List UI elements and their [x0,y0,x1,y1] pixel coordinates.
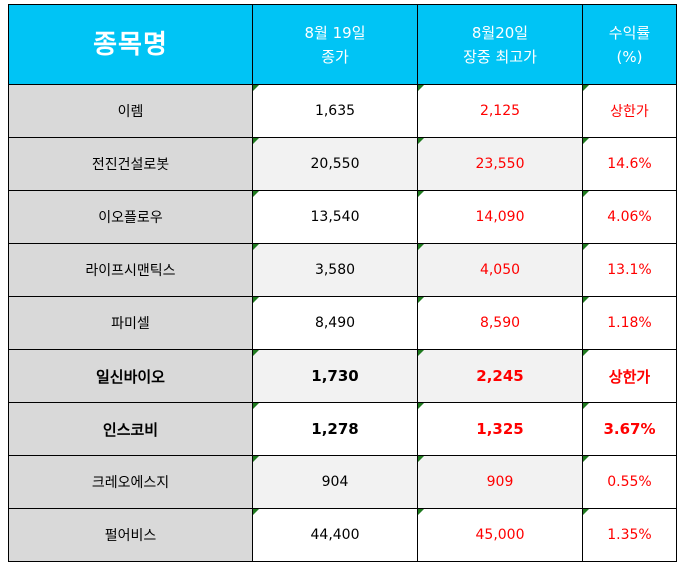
high-price-cell: 23,550 [417,137,583,191]
stock-name-cell: 전진건설로봇 [8,137,253,191]
stock-name-cell: 펄어비스 [8,508,253,562]
header-close-date: 8월 19일 [304,23,366,42]
close-price-cell: 1,635 [252,84,418,138]
header-close-label: 종가 [321,47,349,66]
high-price-cell: 14,090 [417,190,583,244]
header-close: 8월 19일 종가 [252,4,418,85]
stock-name-cell: 라이프시맨틱스 [8,243,253,297]
close-price-cell: 1,730 [252,349,418,403]
return-cell: 1.35% [582,508,677,562]
stock-name-cell: 파미셀 [8,296,253,350]
close-price-cell: 8,490 [252,296,418,350]
high-price-cell: 909 [417,455,583,509]
stock-name-cell: 인스코비 [8,402,253,456]
close-price-cell: 1,278 [252,402,418,456]
stock-table: 종목명 8월 19일 종가 8월20일 장중 최고가 수익률 (%) 이렘 1,… [8,4,677,562]
close-price-cell: 13,540 [252,190,418,244]
high-price-cell: 4,050 [417,243,583,297]
table-row: 일신바이오 1,730 2,245 상한가 [8,349,677,403]
stock-name-cell: 일신바이오 [8,349,253,403]
return-cell: 14.6% [582,137,677,191]
table-row: 이오플로우 13,540 14,090 4.06% [8,190,677,244]
return-cell: 13.1% [582,243,677,297]
table-row: 인스코비 1,278 1,325 3.67% [8,402,677,456]
header-high-date: 8월20일 [471,23,529,42]
header-high-label: 장중 최고가 [463,47,537,66]
stock-name-cell: 이렘 [8,84,253,138]
close-price-cell: 904 [252,455,418,509]
high-price-cell: 2,245 [417,349,583,403]
header-high: 8월20일 장중 최고가 [417,4,583,85]
stock-name-cell: 이오플로우 [8,190,253,244]
header-return-unit: (%) [616,47,643,66]
table-row: 크레오에스지 904 909 0.55% [8,455,677,509]
high-price-cell: 45,000 [417,508,583,562]
return-cell: 상한가 [582,349,677,403]
close-price-cell: 20,550 [252,137,418,191]
stock-name-cell: 크레오에스지 [8,455,253,509]
table-row: 이렘 1,635 2,125 상한가 [8,84,677,138]
return-cell: 상한가 [582,84,677,138]
header-return: 수익률 (%) [582,4,677,85]
table-row: 파미셀 8,490 8,590 1.18% [8,296,677,350]
table-row: 전진건설로봇 20,550 23,550 14.6% [8,137,677,191]
return-cell: 0.55% [582,455,677,509]
header-return-label: 수익률 [608,23,651,42]
high-price-cell: 2,125 [417,84,583,138]
header-stock-name: 종목명 [8,4,253,85]
high-price-cell: 1,325 [417,402,583,456]
table-row: 펄어비스 44,400 45,000 1.35% [8,508,677,562]
high-price-cell: 8,590 [417,296,583,350]
return-cell: 1.18% [582,296,677,350]
close-price-cell: 44,400 [252,508,418,562]
return-cell: 3.67% [582,402,677,456]
close-price-cell: 3,580 [252,243,418,297]
return-cell: 4.06% [582,190,677,244]
table-row: 라이프시맨틱스 3,580 4,050 13.1% [8,243,677,297]
header-row: 종목명 8월 19일 종가 8월20일 장중 최고가 수익률 (%) [8,4,677,85]
